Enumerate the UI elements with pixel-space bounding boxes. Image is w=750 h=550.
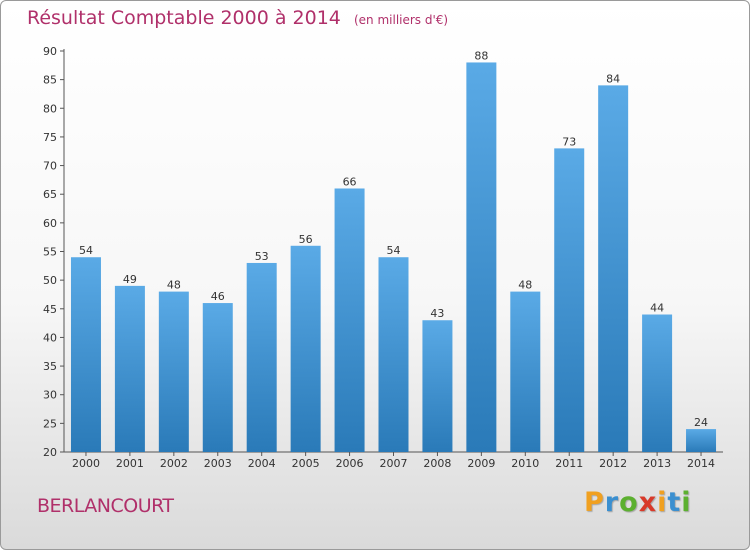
x-tick-label-2011: 2011 xyxy=(555,457,583,470)
x-tick-label-2008: 2008 xyxy=(423,457,451,470)
y-tick-label: 90 xyxy=(43,45,57,58)
commune-name: BERLANCOURT xyxy=(37,495,174,517)
data-label-2000: 54 xyxy=(79,244,93,257)
y-tick-label: 85 xyxy=(43,74,57,87)
data-label-2009: 88 xyxy=(474,49,488,62)
y-tick-label: 20 xyxy=(43,446,57,459)
x-tick-label-2000: 2000 xyxy=(72,457,100,470)
x-tick-label-2007: 2007 xyxy=(380,457,408,470)
logo-letter: r xyxy=(604,487,620,518)
bar-2014 xyxy=(686,429,717,452)
y-tick-label: 30 xyxy=(43,389,57,402)
bar-2005 xyxy=(290,245,321,452)
y-tick-label: 60 xyxy=(43,217,57,230)
data-label-2005: 56 xyxy=(299,233,313,246)
bar-2004 xyxy=(246,262,277,452)
data-label-2012: 84 xyxy=(606,72,620,85)
bar-2009 xyxy=(466,62,497,452)
data-label-2001: 49 xyxy=(123,273,137,286)
x-tick-label-2002: 2002 xyxy=(160,457,188,470)
bar-2002 xyxy=(158,291,189,452)
data-label-2014: 24 xyxy=(694,416,708,429)
x-tick-label-2005: 2005 xyxy=(292,457,320,470)
y-tick-label: 65 xyxy=(43,188,57,201)
y-tick-label: 75 xyxy=(43,131,57,144)
data-label-2002: 48 xyxy=(167,279,181,292)
logo-letter: t xyxy=(667,487,682,518)
data-label-2004: 53 xyxy=(255,250,269,263)
logo-letter: i xyxy=(657,487,668,518)
x-tick-label-2001: 2001 xyxy=(116,457,144,470)
bar-2007 xyxy=(378,257,409,452)
y-tick-label: 35 xyxy=(43,360,57,373)
chart-unit-note: (en milliers d'€) xyxy=(353,13,449,27)
logo-letter: i xyxy=(681,487,692,518)
y-tick-label: 55 xyxy=(43,246,57,259)
data-label-2010: 48 xyxy=(518,279,532,292)
bar-2011 xyxy=(554,148,585,452)
bar-2001 xyxy=(114,285,145,452)
title-row: Résultat Comptable 2000 à 2014 (en milli… xyxy=(27,7,448,29)
y-tick-label: 45 xyxy=(43,303,57,316)
bar-2013 xyxy=(642,314,673,452)
y-tick-label: 40 xyxy=(43,331,57,344)
bar-2010 xyxy=(510,291,541,452)
y-tick-label: 50 xyxy=(43,274,57,287)
bar-2008 xyxy=(422,320,453,452)
logo-letter: P xyxy=(584,487,605,518)
bar-2003 xyxy=(202,303,233,452)
x-tick-label-2014: 2014 xyxy=(687,457,715,470)
data-label-2011: 73 xyxy=(562,135,576,148)
x-tick-label-2012: 2012 xyxy=(599,457,627,470)
y-tick-label: 25 xyxy=(43,417,57,430)
x-tick-label-2009: 2009 xyxy=(467,457,495,470)
bar-2000 xyxy=(70,257,101,452)
data-label-2013: 44 xyxy=(650,302,664,315)
logo-letter: x xyxy=(638,487,658,518)
x-tick-label-2003: 2003 xyxy=(204,457,232,470)
y-tick-label: 80 xyxy=(43,102,57,115)
bar-2012 xyxy=(598,85,629,452)
data-label-2006: 66 xyxy=(343,175,357,188)
data-label-2007: 54 xyxy=(387,244,401,257)
logo-letter: o xyxy=(619,487,639,518)
proxiti-logo: Proxiti xyxy=(584,487,692,518)
bar-2006 xyxy=(334,188,365,452)
x-tick-label-2013: 2013 xyxy=(643,457,671,470)
x-tick-label-2004: 2004 xyxy=(248,457,276,470)
x-tick-label-2006: 2006 xyxy=(336,457,364,470)
data-label-2003: 46 xyxy=(211,290,225,303)
x-tick-label-2010: 2010 xyxy=(511,457,539,470)
chart-title: Résultat Comptable 2000 à 2014 xyxy=(27,7,341,29)
y-tick-label: 70 xyxy=(43,160,57,173)
data-label-2008: 43 xyxy=(430,307,444,320)
